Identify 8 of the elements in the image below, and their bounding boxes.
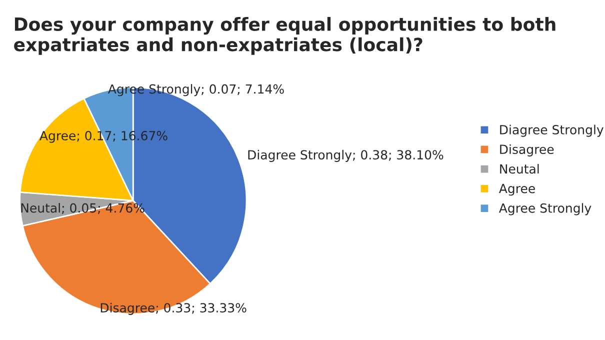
data-label: Disagree; 0.33; 33.33% <box>100 302 246 315</box>
chart-title: Does your company offer equal opportunities to both expatriates and non-expatriates (local)? <box>14 17 556 55</box>
legend-label: Disagree <box>500 144 554 156</box>
legend-label: Diagree Strongly <box>500 124 604 137</box>
legend-label: Agree <box>498 184 535 196</box>
data-label: Diagree Strongly; 0.38; 38.10% <box>248 150 444 162</box>
legend-label: Neutal <box>500 164 539 174</box>
legend-label: Agree Strongly <box>498 203 592 216</box>
